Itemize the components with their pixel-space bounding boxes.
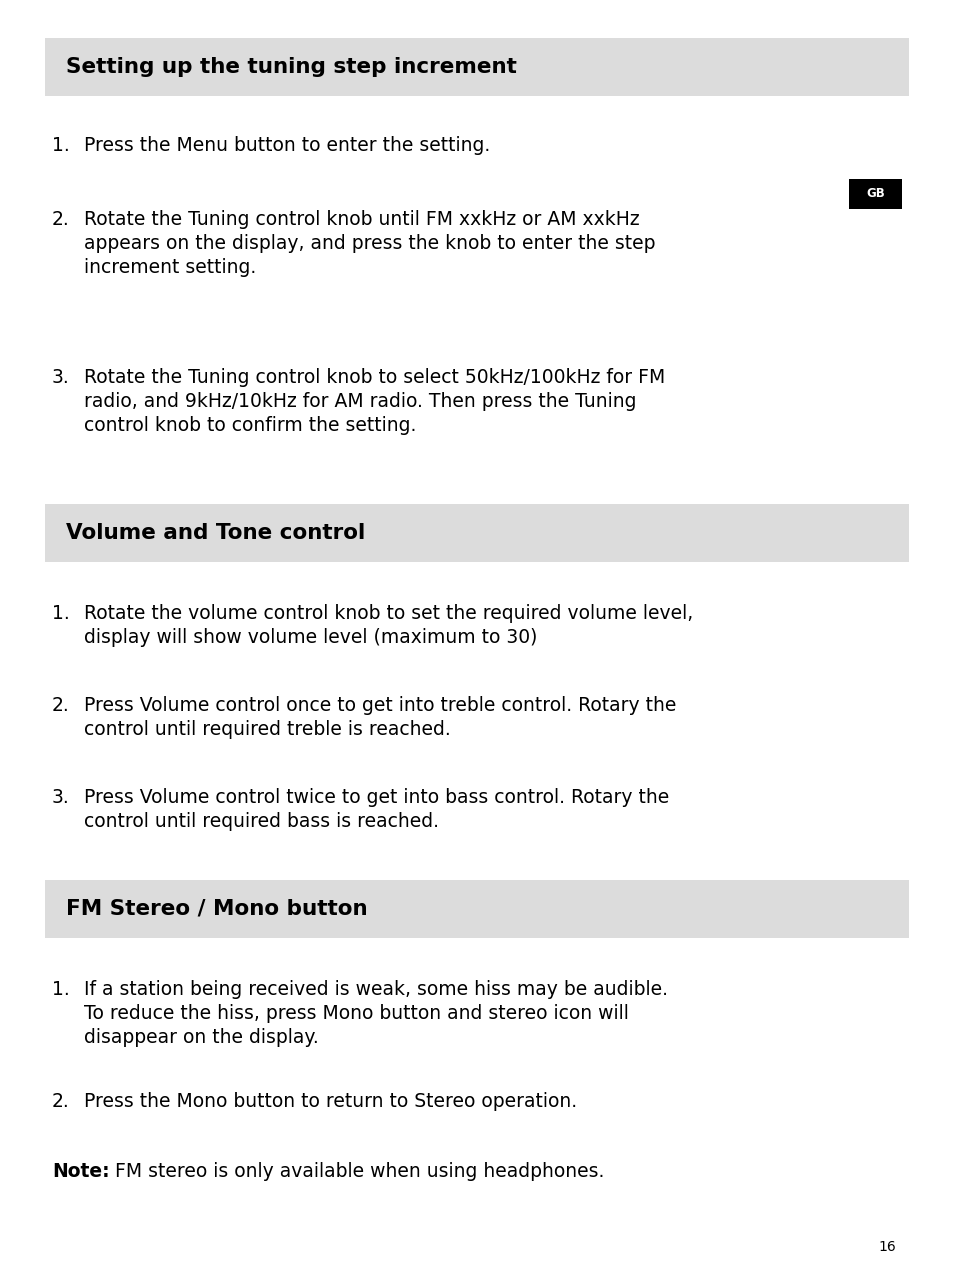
Text: FM Stereo / Mono button: FM Stereo / Mono button — [66, 899, 367, 918]
Text: 16: 16 — [878, 1239, 895, 1254]
Text: increment setting.: increment setting. — [84, 258, 256, 277]
Text: control until required treble is reached.: control until required treble is reached… — [84, 720, 450, 739]
Text: Rotate the Tuning control knob until FM xxkHz or AM xxkHz: Rotate the Tuning control knob until FM … — [84, 210, 639, 229]
Text: Press Volume control twice to get into bass control. Rotary the: Press Volume control twice to get into b… — [84, 787, 668, 806]
Text: Press Volume control once to get into treble control. Rotary the: Press Volume control once to get into tr… — [84, 696, 676, 715]
Text: 2.: 2. — [51, 1091, 70, 1110]
Bar — [45, 880, 908, 937]
Bar — [848, 178, 901, 209]
Text: 3.: 3. — [51, 368, 70, 387]
Text: control until required bass is reached.: control until required bass is reached. — [84, 812, 438, 831]
Text: appears on the display, and press the knob to enter the step: appears on the display, and press the kn… — [84, 234, 655, 253]
Text: 3.: 3. — [51, 787, 70, 806]
Text: 2.: 2. — [51, 696, 70, 715]
Text: FM stereo is only available when using headphones.: FM stereo is only available when using h… — [109, 1163, 604, 1182]
Text: GB: GB — [865, 187, 883, 201]
Text: 2.: 2. — [51, 210, 70, 229]
Text: 1.: 1. — [51, 979, 70, 999]
Text: If a station being received is weak, some hiss may be audible.: If a station being received is weak, som… — [84, 979, 667, 999]
Text: control knob to confirm the setting.: control knob to confirm the setting. — [84, 416, 416, 435]
Text: 1.: 1. — [51, 136, 70, 155]
Text: Volume and Tone control: Volume and Tone control — [66, 523, 365, 543]
Text: Note:: Note: — [51, 1163, 110, 1182]
Text: Rotate the volume control knob to set the required volume level,: Rotate the volume control knob to set th… — [84, 604, 693, 623]
Text: display will show volume level (maximum to 30): display will show volume level (maximum … — [84, 628, 537, 647]
Text: Setting up the tuning step increment: Setting up the tuning step increment — [66, 57, 517, 78]
Text: To reduce the hiss, press Mono button and stereo icon will: To reduce the hiss, press Mono button an… — [84, 1004, 628, 1023]
Text: radio, and 9kHz/10kHz for AM radio. Then press the Tuning: radio, and 9kHz/10kHz for AM radio. Then… — [84, 392, 636, 411]
Bar — [45, 38, 908, 97]
Text: Rotate the Tuning control knob to select 50kHz/100kHz for FM: Rotate the Tuning control knob to select… — [84, 368, 664, 387]
Bar — [45, 504, 908, 562]
Text: 1.: 1. — [51, 604, 70, 623]
Text: disappear on the display.: disappear on the display. — [84, 1028, 318, 1047]
Text: Press the Mono button to return to Stereo operation.: Press the Mono button to return to Stere… — [84, 1091, 577, 1110]
Text: Press the Menu button to enter the setting.: Press the Menu button to enter the setti… — [84, 136, 490, 155]
